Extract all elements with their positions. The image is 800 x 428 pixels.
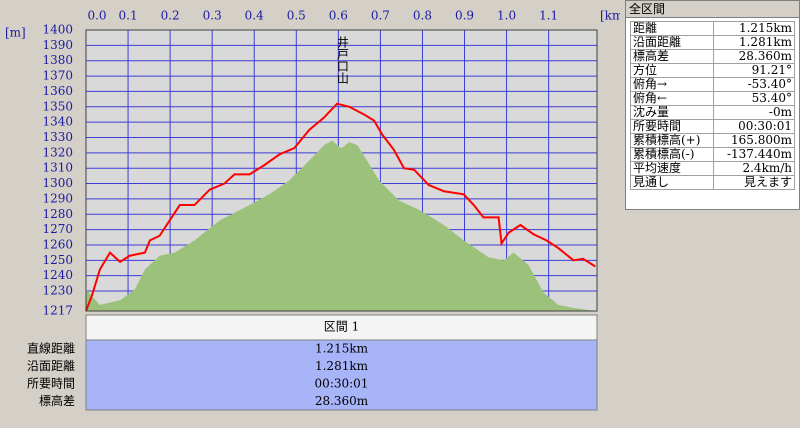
y-tick-label: 1390	[42, 38, 73, 52]
summary-label: 標高差	[629, 49, 715, 64]
summary-label: 所要時間	[629, 119, 715, 134]
summary-value: -137.440m	[713, 147, 795, 162]
summary-row: 方位 91.21°	[629, 63, 795, 78]
y-tick-label: 1300	[42, 176, 73, 190]
summary-label: 俯角→	[629, 77, 715, 92]
table-header: 区間 1	[324, 320, 359, 334]
row-label: 直線距離	[27, 341, 75, 356]
table-header-bg	[85, 314, 598, 341]
summary-row: 沿面距離 1.281km	[629, 35, 795, 50]
table-body-bg	[85, 339, 598, 411]
summary-table: 距離 1.215km 沿面距離 1.281km 標高差 28.360m 方位 91.21° 俯角…	[629, 21, 795, 190]
summary-value: 28.360m	[713, 49, 795, 64]
summary-label: 累積標高(-)	[629, 147, 715, 162]
summary-row: 俯角→ -53.40°	[629, 77, 795, 92]
section-table: 区間 1 直線距離 1.215km 沿面距離 1.281km 所要時間 00:30:01 標高…	[27, 314, 598, 411]
row-value: 1.215km	[315, 342, 369, 356]
row-label: 標高差	[39, 393, 75, 408]
summary-label: 俯角←	[629, 91, 715, 106]
summary-row: 沈み量 -0m	[629, 105, 795, 120]
x-tick-label: 0.5	[287, 9, 306, 23]
summary-value: 1.215km	[713, 21, 795, 36]
y-tick-label: 1250	[42, 253, 73, 267]
row-value: 28.360m	[315, 394, 369, 408]
summary-title: 全区間	[626, 1, 799, 18]
row-value: 1.281km	[315, 359, 369, 373]
summary-row: 見通し 見えます	[629, 175, 795, 190]
y-tick-label: 1380	[42, 53, 73, 67]
y-tick-label: 1310	[42, 161, 73, 175]
y-tick-label: 1217	[42, 304, 73, 318]
x-tick-label: 0.9	[455, 9, 474, 23]
y-tick-label: 1350	[42, 99, 73, 113]
summary-value: -53.40°	[713, 77, 795, 92]
summary-panel: 全区間 距離 1.215km 沿面距離 1.281km 標高差 28.360m 方位 91.2…	[625, 0, 800, 210]
summary-value: 見えます	[713, 175, 795, 190]
summary-value: -0m	[713, 105, 795, 120]
profile-chart: [m] [km] 区間 1 直線距離 1.215km 沿面距離 1.281km 所要時間 0…	[5, 9, 620, 411]
summary-label: 見通し	[629, 175, 715, 190]
terrain-area	[86, 140, 596, 311]
profile-line	[85, 102, 596, 312]
summary-value: 00:30:01	[713, 119, 795, 134]
summary-label: 沈み量	[629, 105, 715, 120]
summary-value: 91.21°	[713, 63, 795, 78]
x-tick-label: 0.3	[203, 9, 222, 23]
summary-row: 俯角← 53.40°	[629, 91, 795, 106]
summary-label: 沿面距離	[629, 35, 715, 50]
y-tick-label: 1330	[42, 130, 73, 144]
x-tick-label: 0.4	[245, 9, 264, 23]
x-tick-label: 1.0	[497, 9, 516, 23]
summary-row: 累積標高(+) 165.800m	[629, 133, 795, 148]
y-tick-label: 1320	[42, 145, 73, 159]
y-tick-label: 1240	[42, 268, 73, 282]
y-tick-label: 1370	[42, 69, 73, 83]
x-tick-label: 0.8	[413, 9, 432, 23]
y-tick-label: 1290	[42, 191, 73, 205]
row-label: 沿面距離	[27, 359, 75, 373]
summary-row: 距離 1.215km	[629, 21, 795, 36]
summary-row: 平均速度 2.4km/h	[629, 161, 795, 176]
summary-row: 累積標高(-) -137.440m	[629, 147, 795, 162]
y-tick-label: 1230	[42, 284, 73, 298]
y-tick-label: 1340	[42, 115, 73, 129]
y-tick-label: 1400	[42, 23, 73, 37]
summary-value: 53.40°	[713, 91, 795, 106]
summary-value: 165.800m	[713, 133, 795, 148]
summary-row: 標高差 28.360m	[629, 49, 795, 64]
summary-label: 方位	[629, 63, 715, 78]
peak-label: 井戸口山	[335, 36, 349, 84]
y-unit: [m]	[5, 26, 26, 40]
x-tick-label: 1.1	[539, 9, 558, 23]
row-value: 00:30:01	[315, 377, 369, 391]
x-tick-label: 0.7	[371, 9, 390, 23]
y-tick-label: 1270	[42, 222, 73, 236]
y-tick-label: 1360	[42, 84, 73, 98]
summary-label: 距離	[629, 21, 715, 36]
x-tick-label: 0.2	[161, 9, 180, 23]
summary-value: 2.4km/h	[713, 161, 795, 176]
x-tick-label: 0.6	[329, 9, 348, 23]
y-tick-label: 1260	[42, 237, 73, 251]
x-tick-label: 0.1	[119, 9, 138, 23]
plot-border	[85, 29, 598, 312]
summary-label: 平均速度	[629, 161, 715, 176]
summary-row: 所要時間 00:30:01	[629, 119, 795, 134]
summary-label: 累積標高(+)	[629, 133, 715, 148]
x-unit: [km]	[600, 9, 620, 23]
summary-value: 1.281km	[713, 35, 795, 50]
y-tick-label: 1280	[42, 207, 73, 221]
x-tick-label: 0.0	[87, 9, 106, 23]
row-label: 所要時間	[27, 377, 75, 391]
